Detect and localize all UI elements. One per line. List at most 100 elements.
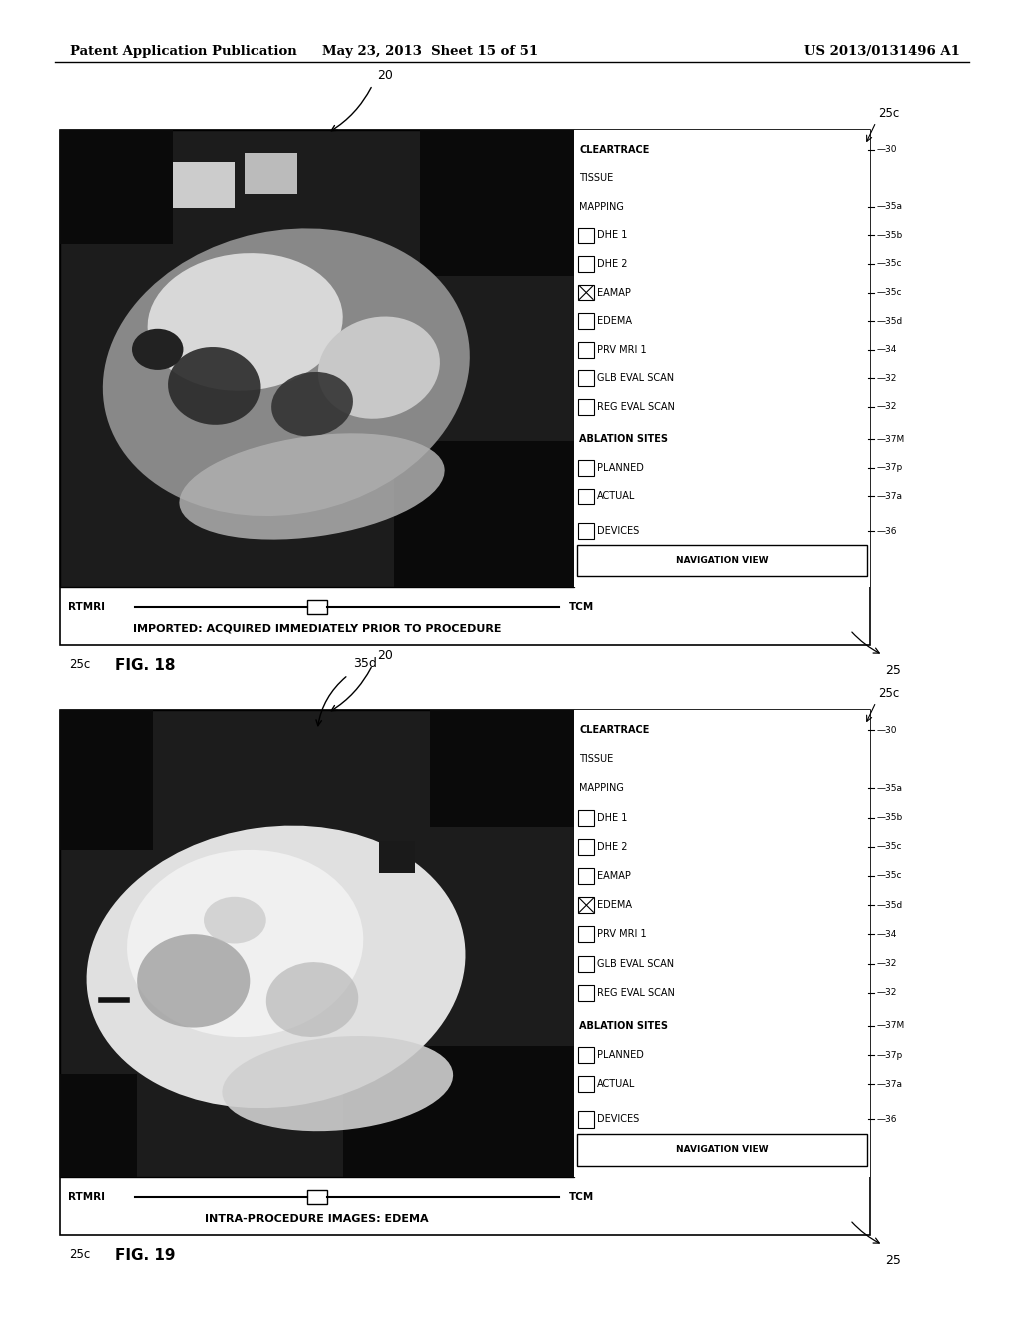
Text: 25c: 25c (70, 659, 91, 672)
Bar (579, 927, 594, 942)
Text: DHE 1: DHE 1 (597, 813, 628, 822)
Bar (60, 129, 574, 587)
Bar (343, 1047, 574, 1177)
Text: —35c: —35c (877, 842, 902, 851)
Bar (60, 129, 173, 244)
Ellipse shape (102, 228, 470, 516)
Bar (60, 129, 870, 645)
Text: 25c: 25c (878, 107, 899, 120)
Bar (579, 1076, 594, 1093)
Text: —35a: —35a (877, 202, 903, 211)
Ellipse shape (132, 329, 183, 370)
Text: 20: 20 (378, 69, 393, 82)
Text: DHE 2: DHE 2 (597, 259, 628, 269)
Bar (579, 227, 594, 243)
Text: RTMRI: RTMRI (68, 602, 105, 612)
Text: TISSUE: TISSUE (580, 173, 613, 183)
Text: —30: —30 (877, 726, 897, 734)
Text: TCM: TCM (569, 602, 595, 612)
Bar (579, 1111, 594, 1127)
Text: —35b: —35b (877, 231, 903, 240)
Bar (579, 342, 594, 358)
Bar (307, 601, 328, 614)
Bar (574, 129, 870, 587)
Bar (60, 710, 574, 1177)
Bar (579, 371, 594, 385)
Text: DHE 1: DHE 1 (597, 231, 628, 240)
Bar (60, 710, 870, 1236)
Ellipse shape (147, 253, 343, 391)
Bar (579, 956, 594, 972)
Text: —37p: —37p (877, 463, 903, 473)
Bar (574, 710, 870, 1177)
Text: MAPPING: MAPPING (580, 784, 625, 793)
Text: —37M: —37M (877, 434, 905, 444)
Text: —36: —36 (877, 527, 897, 536)
Text: —32: —32 (877, 374, 897, 383)
Text: PLANNED: PLANNED (597, 1051, 644, 1060)
Text: REG EVAL SCAN: REG EVAL SCAN (597, 401, 675, 412)
Bar (420, 129, 574, 276)
Text: IMPORTED: ACQUIRED IMMEDIATELY PRIOR TO PROCEDURE: IMPORTED: ACQUIRED IMMEDIATELY PRIOR TO … (133, 624, 502, 634)
Text: 25: 25 (885, 1254, 901, 1266)
Bar (579, 461, 594, 475)
Ellipse shape (127, 850, 364, 1038)
Text: —37p: —37p (877, 1051, 903, 1060)
Text: US 2013/0131496 A1: US 2013/0131496 A1 (804, 45, 961, 58)
Bar (579, 285, 594, 301)
Bar (579, 1047, 594, 1063)
Text: EDEMA: EDEMA (597, 900, 633, 911)
Text: —34: —34 (877, 929, 897, 939)
Ellipse shape (204, 896, 266, 944)
Text: DHE 2: DHE 2 (597, 842, 628, 851)
Text: —35c: —35c (877, 288, 902, 297)
Text: ABLATION SITES: ABLATION SITES (580, 434, 669, 445)
Text: —36: —36 (877, 1115, 897, 1125)
Bar (60, 710, 153, 850)
Bar (307, 1191, 328, 1204)
Text: MAPPING: MAPPING (580, 202, 625, 211)
Text: May 23, 2013  Sheet 15 of 51: May 23, 2013 Sheet 15 of 51 (322, 45, 538, 58)
Ellipse shape (179, 433, 444, 540)
Text: —37M: —37M (877, 1022, 905, 1031)
Text: FIG. 19: FIG. 19 (115, 1247, 175, 1262)
Text: —35b: —35b (877, 813, 903, 822)
Bar (579, 838, 594, 855)
Bar (379, 841, 415, 874)
Text: GLB EVAL SCAN: GLB EVAL SCAN (597, 958, 675, 969)
Bar (579, 869, 594, 884)
Text: —32: —32 (877, 989, 897, 997)
Text: REG EVAL SCAN: REG EVAL SCAN (597, 987, 675, 998)
Ellipse shape (317, 317, 440, 418)
Text: GLB EVAL SCAN: GLB EVAL SCAN (597, 374, 674, 383)
Bar (579, 399, 594, 414)
Bar (394, 441, 574, 587)
Bar (579, 523, 594, 539)
Text: ABLATION SITES: ABLATION SITES (580, 1020, 669, 1031)
Bar (579, 256, 594, 272)
Text: ACTUAL: ACTUAL (597, 1080, 636, 1089)
Bar (579, 313, 594, 329)
Bar (579, 985, 594, 1001)
Bar (579, 898, 594, 913)
Text: CLEARTRACE: CLEARTRACE (580, 145, 649, 154)
Ellipse shape (266, 962, 358, 1038)
Bar (578, 545, 867, 577)
Text: 25c: 25c (878, 686, 899, 700)
Text: —35c: —35c (877, 871, 902, 880)
Ellipse shape (222, 1036, 453, 1131)
Bar (578, 1134, 867, 1166)
Text: PLANNED: PLANNED (597, 463, 644, 473)
Text: PRV MRI 1: PRV MRI 1 (597, 345, 647, 355)
Text: —37a: —37a (877, 492, 903, 502)
Text: —30: —30 (877, 145, 897, 154)
Text: —35d: —35d (877, 317, 903, 326)
Text: —34: —34 (877, 345, 897, 354)
Text: —35a: —35a (877, 784, 903, 793)
Text: —37a: —37a (877, 1080, 903, 1089)
Text: —35c: —35c (877, 260, 902, 268)
Text: —32: —32 (877, 960, 897, 968)
Text: CLEARTRACE: CLEARTRACE (580, 725, 649, 735)
Text: 25c: 25c (70, 1249, 91, 1262)
Text: 20: 20 (378, 649, 393, 663)
